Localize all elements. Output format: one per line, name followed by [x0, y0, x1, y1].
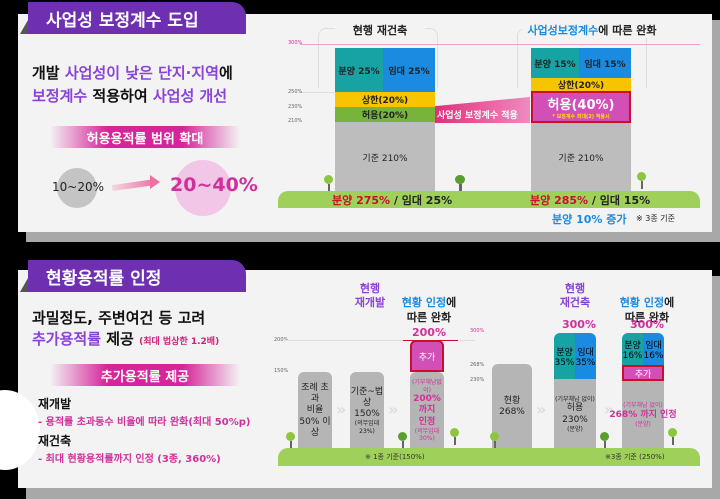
tick-300: 300% — [288, 40, 303, 46]
left-header: 현행 재건축 — [335, 24, 425, 39]
s2-left-current-header: 현행 재개발 — [354, 282, 386, 310]
line-300 — [300, 44, 700, 45]
right-rent: 임대 15% — [579, 48, 631, 78]
tick-230b: 230% — [470, 377, 485, 383]
section1-title: 사업성 보정계수 도입 — [20, 2, 246, 34]
section1-headline: 개발 사업성이 낮은 단지·지역에 보정계수 적용하여 사업성 개선 — [32, 62, 233, 107]
from-circle — [57, 168, 97, 208]
correction-label: 사업성 보정계수 적용 — [437, 111, 518, 121]
ground-2 — [278, 448, 700, 466]
line-250 — [300, 92, 360, 93]
s2-left-basis: ※ 1종 기준(150%) — [365, 453, 425, 461]
to-value: 20~40% — [170, 174, 258, 196]
from-value: 10~20% — [52, 180, 104, 194]
chevron-icon: » — [536, 400, 547, 419]
tree-icon — [637, 172, 646, 189]
tree-icon — [398, 432, 407, 449]
s2-right-basis: ※3종 기준 (250%) — [605, 453, 665, 461]
tick-300b: 300% — [470, 328, 485, 334]
tree-icon — [324, 175, 333, 192]
right-header: 사업성보정계수에 따른 완화 — [522, 24, 662, 39]
right-allow: 허용(40%) * 보정계수 최대(2) 적용시 — [531, 91, 631, 123]
s2-left-bar3: (기부채납없이) 200% 까지 인정 (의무임대 30%) — [410, 372, 444, 450]
left-sale: 분양 25% — [335, 48, 383, 92]
chevron-icon: » — [388, 400, 399, 419]
tick-150: 150% — [274, 368, 289, 374]
headline-line2: 보정계수 적용하여 사업성 개선 — [32, 86, 228, 105]
tree-icon — [450, 428, 459, 445]
left-result: 분양 275% / 임대 25% — [332, 194, 453, 207]
chevron-icon: » — [604, 400, 615, 419]
s2-left-b3-add: 추가 — [410, 340, 444, 372]
section2-title: 현황용적률 인정 — [20, 260, 246, 292]
left-allow: 허용(20%) — [335, 107, 435, 122]
chevron-icon: » — [336, 400, 347, 419]
s2-left-relief-header: 현황 인정에 따른 완화 — [401, 296, 457, 324]
left-base: 기준 210% — [335, 122, 435, 192]
tick-268: 268% — [470, 362, 485, 368]
s2-right-bar3: (기부채납 없이) 268% 까지 인정 (분양) — [609, 381, 677, 450]
tick-230: 230% — [288, 104, 303, 110]
left-cap: 상한(20%) — [335, 92, 435, 107]
tree-icon — [668, 428, 677, 445]
s2-right-b2-top: 300% — [562, 318, 596, 331]
basis-note: ※ 3종 기준 — [636, 214, 675, 223]
to-circle — [175, 160, 231, 216]
right-base: 기준 210% — [531, 123, 631, 192]
s2-right-relief-header: 현황 인정에 따른 완화 — [619, 296, 675, 324]
s2-right-b2-sale: 분양 35% — [554, 333, 575, 379]
s2-right-b3-sale: 분양 16% — [622, 333, 643, 365]
arrow-head-icon — [150, 175, 160, 189]
tree-icon — [600, 432, 609, 449]
s2-right-b3-rent: 임대 16% — [643, 333, 664, 365]
right-result: 분양 285% / 임대 15% — [530, 194, 651, 207]
headline-line1: 개발 사업성이 낮은 단지·지역에 — [32, 64, 233, 82]
tick-250: 250% — [288, 89, 303, 95]
section1-banner: 허용용적률 범위 확대 — [50, 126, 240, 148]
s2-right-b2-rent: 임대 35% — [575, 333, 596, 379]
line-200 — [285, 340, 475, 341]
increase-note: 분양 10% 증가 — [552, 213, 627, 226]
section2-banner: 추가용적률 제공 — [50, 364, 240, 386]
right-sale: 분양 15% — [531, 48, 579, 78]
item-redevelopment: 재개발 - 용적률 초과동수 비율에 따라 완화(최대 50%p) — [38, 397, 251, 428]
ground-1 — [278, 191, 700, 208]
left-rent: 임대 25% — [383, 48, 435, 92]
tick-200: 200% — [274, 337, 289, 343]
tree-icon — [456, 175, 465, 192]
s2-right-b3-top: 300% — [630, 318, 664, 331]
s2-right-b3-add: 추가 — [622, 365, 664, 381]
tree-icon — [490, 432, 499, 449]
tick-210: 210% — [288, 118, 303, 124]
tree-icon — [286, 432, 295, 449]
s2-right-current-header: 현행 재건축 — [559, 282, 591, 310]
s2-right-bar2: (기부채납 없이) 허용 230% (분양) — [554, 379, 596, 450]
section2-headline: 과밀정도, 주변여건 등 고려 추가용적률 제공 (최대 법상한 1.2배) — [32, 309, 220, 348]
s2-left-bar1: 조례 초과 비율 50% 이상 — [298, 372, 332, 450]
right-cap: 상한(20%) — [531, 78, 631, 91]
s2-left-b3-top: 200% — [412, 326, 446, 339]
item-reconstruction: 재건축 - 최대 현황용적률까지 인정 (3종, 360%) — [38, 434, 221, 465]
s2-left-bar2: 기준~법상 150% (의무임대 23%) — [350, 372, 384, 450]
